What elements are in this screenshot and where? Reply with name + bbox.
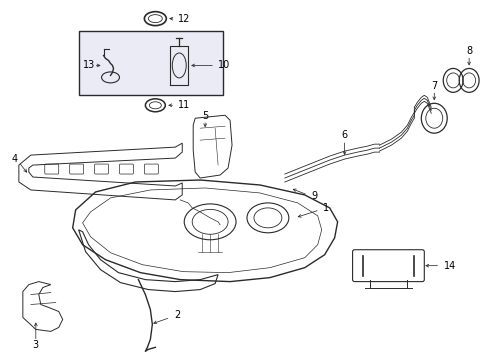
- Text: 6: 6: [341, 130, 347, 140]
- Text: 4: 4: [12, 154, 18, 164]
- Text: 8: 8: [465, 45, 471, 55]
- Text: 11: 11: [178, 100, 190, 110]
- Text: 2: 2: [174, 310, 180, 320]
- Text: 10: 10: [218, 60, 230, 71]
- Text: 13: 13: [82, 60, 95, 71]
- Text: 5: 5: [202, 111, 208, 121]
- Text: 9: 9: [311, 191, 317, 201]
- FancyBboxPatch shape: [79, 31, 223, 95]
- Text: 14: 14: [443, 261, 455, 271]
- Text: 12: 12: [178, 14, 190, 24]
- Text: 7: 7: [430, 81, 436, 91]
- Text: 3: 3: [33, 340, 39, 350]
- Text: 1: 1: [322, 203, 328, 213]
